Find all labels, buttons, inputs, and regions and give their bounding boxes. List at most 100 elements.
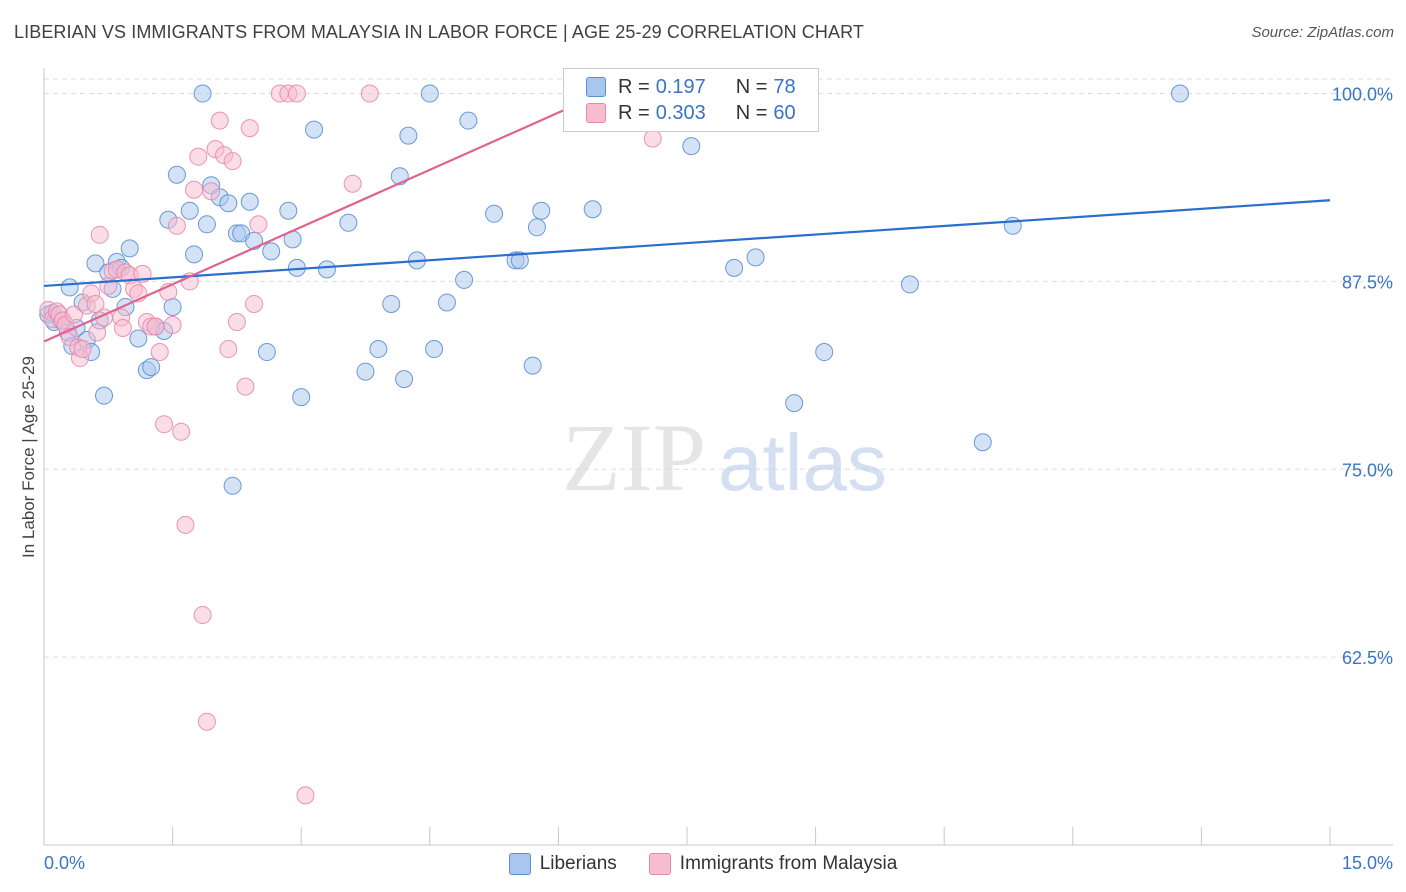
watermark: ZIP atlas [562,404,887,511]
data-point [185,180,204,199]
legend-r-label: R = [618,101,650,124]
data-point [86,254,105,273]
series-malaysia [39,84,662,805]
data-point [197,712,216,731]
trend-line-blue [43,199,1331,288]
data-point [219,194,238,213]
data-point [172,422,191,441]
data-point [99,276,118,295]
correlation-legend: R = 0.197 N = 78 R = 0.303 N = 60 [563,68,819,132]
data-point [163,315,182,334]
legend-label-malaysia: Immigrants from Malaysia [679,853,898,874]
data-point [369,340,388,359]
data-point [583,200,602,219]
data-point [223,476,242,495]
data-point [343,174,362,193]
data-point [90,225,109,244]
data-point [240,119,259,138]
legend-label-liberians: Liberians [539,853,617,874]
legend-item-liberians[interactable]: Liberians [508,853,617,875]
data-point [167,216,186,235]
data-point [339,213,358,232]
legend-r-label: R = [618,75,650,98]
data-point [459,111,478,130]
data-point [236,377,255,396]
data-point [815,343,834,362]
data-point [193,606,212,625]
data-point [382,294,401,313]
data-point [197,215,216,234]
legend-n-label: N = [735,75,768,98]
data-point [399,126,418,145]
data-point [395,370,414,389]
y-tick-label: 62.5% [1342,648,1393,668]
data-point [510,251,529,270]
data-point [643,129,662,148]
data-point [532,201,551,220]
legend-row-malaysia: R = 0.303 N = 60 [586,100,796,126]
trend-line-pink [43,92,602,343]
data-point [65,305,84,324]
y-axis-label: In Labor Force | Age 25-29 [19,356,38,558]
legend-swatch-malaysia [648,853,671,875]
data-point [1003,216,1022,235]
data-point [227,312,246,331]
data-point [437,293,456,312]
data-point [193,84,212,103]
legend-row-liberians: R = 0.197 N = 78 [586,74,796,100]
data-point [163,297,182,316]
data-point [223,152,242,171]
legend-n-label: N = [735,101,768,124]
data-point [900,275,919,294]
data-point [189,147,208,166]
data-point [120,239,139,258]
data-point [146,317,165,336]
legend-swatch-liberians [508,853,531,875]
legend-swatch-blue [586,77,606,97]
y-tick-labels: 100.0% 87.5% 75.0% 62.5% [1332,85,1393,669]
data-point [305,120,324,139]
data-point [210,111,229,130]
data-point [682,137,701,156]
data-point [1170,84,1189,103]
watermark-atlas: atlas [718,418,887,507]
data-point [245,231,264,250]
data-point [180,201,199,220]
axes [43,68,1393,846]
data-point [249,215,268,234]
data-point [185,245,204,264]
data-point [485,204,504,223]
data-point [292,388,311,407]
data-point [150,343,169,362]
data-point [360,84,379,103]
data-point [425,340,444,359]
data-point [523,356,542,375]
legend-item-malaysia[interactable]: Immigrants from Malaysia [648,853,898,875]
source-label: Source: ZipAtlas.com [1251,24,1394,41]
legend-n-value: 78 [773,75,796,98]
data-point [420,84,439,103]
data-point [356,362,375,381]
data-point [240,192,259,211]
data-point [113,319,132,338]
data-point [60,278,79,297]
data-point [219,340,238,359]
data-point [245,294,264,313]
data-point [167,165,186,184]
data-point [86,294,105,313]
legend-n-value: 60 [773,101,796,124]
series-legend: Liberians Immigrants from Malaysia [0,850,1406,878]
data-point [257,343,276,362]
data-point [455,270,474,289]
data-point [176,515,195,534]
watermark-zip: ZIP [562,404,706,511]
y-tick-label: 100.0% [1332,85,1393,105]
chart-title: LIBERIAN VS IMMIGRANTS FROM MALAYSIA IN … [14,22,864,42]
x-tick-label: 0.0% [44,853,85,873]
legend-r-value: 0.303 [655,101,706,124]
legend-r-value: 0.197 [655,75,706,98]
data-point [527,218,546,237]
data-point [88,323,107,342]
x-tick-labels: 0.0% 15.0% [44,853,1393,873]
